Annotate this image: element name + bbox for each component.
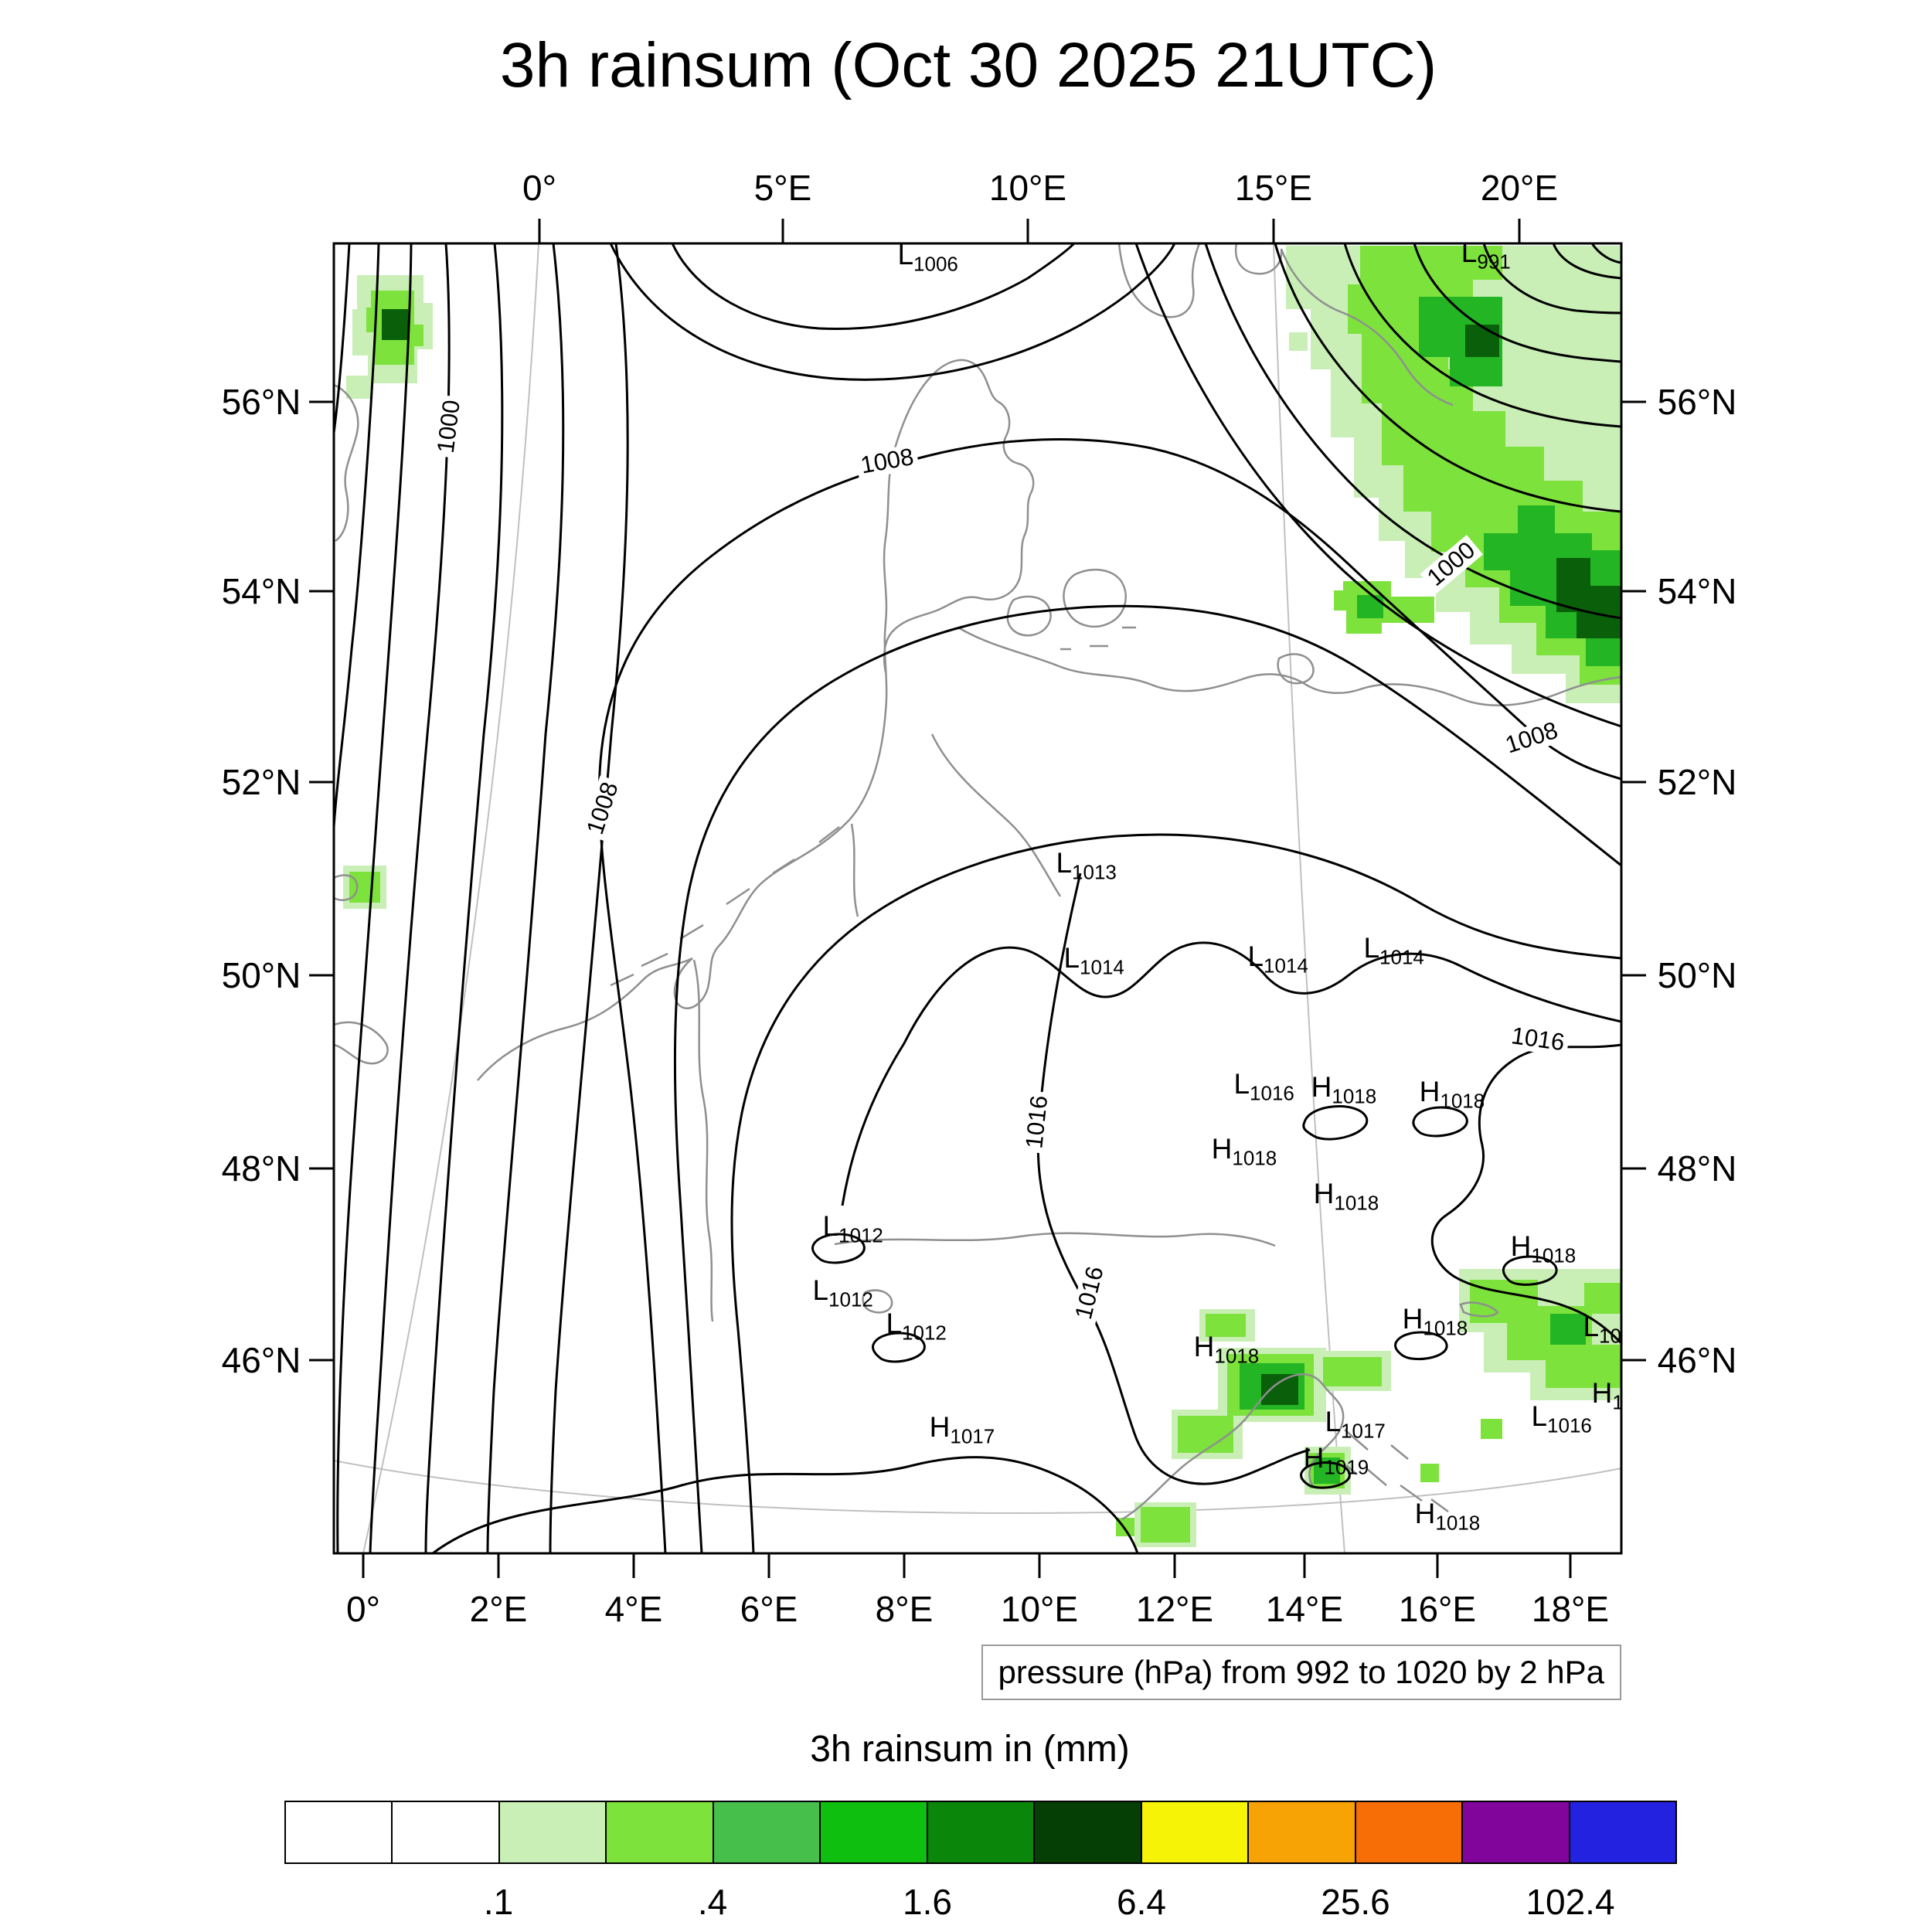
pressure-center: L1013 [1056, 847, 1117, 884]
pressure-center: L1014 [1063, 942, 1124, 979]
isobar-label: 1008 [855, 443, 920, 479]
colorbar-cell [1463, 1802, 1570, 1862]
colorbar-tick: .4 [697, 1882, 728, 1922]
colorbar-cell [286, 1802, 393, 1862]
lon-label-bottom: 6°E [740, 1589, 798, 1629]
lon-label-bottom: 18°E [1531, 1589, 1610, 1629]
pressure-note: pressure (hPa) from 992 to 1020 by 2 hPa [981, 1645, 1621, 1700]
colorbar-cell [1570, 1802, 1676, 1862]
colorbar-cell [1035, 1802, 1142, 1862]
pressure-center: L1016 [1233, 1068, 1294, 1105]
lat-label-left: 54°N [221, 571, 301, 611]
lat-label-left: 46°N [221, 1340, 301, 1380]
map-frame [332, 242, 1623, 1555]
colorbar-cell [499, 1802, 607, 1862]
plot-area: 1000 1008 1008 1000 1008 1016 1016 1016 … [334, 243, 1621, 1553]
colorbar-cell [927, 1802, 1036, 1862]
pressure-center: H1019 [1303, 1442, 1369, 1479]
lon-label-top: 5°E [753, 168, 812, 208]
isobar-label: 1000 [1420, 535, 1483, 594]
colorbar-cell [713, 1802, 821, 1862]
lat-label-right: 50°N [1657, 955, 1737, 995]
colorbar-tick: 25.6 [1321, 1882, 1390, 1922]
pressure-center: L1016 [1583, 1311, 1621, 1348]
lat-label-left: 50°N [221, 955, 301, 995]
lon-label-bottom: 12°E [1135, 1589, 1214, 1629]
pressure-center: H1018 [1419, 1076, 1485, 1113]
lon-label-top: 0° [522, 168, 556, 208]
pressure-center: L991 [1461, 243, 1511, 274]
colorbar-tick: 1.6 [903, 1882, 952, 1922]
lon-label-bottom: 16°E [1398, 1589, 1477, 1629]
lon-label-top: 15°E [1234, 168, 1313, 208]
isobar-label: 1008 [1498, 716, 1565, 760]
coastlines [334, 243, 1621, 1521]
lon-label-bottom: 10°E [1000, 1589, 1079, 1629]
lat-label-left: 56°N [221, 382, 301, 422]
pressure-center: L1012 [812, 1274, 873, 1311]
lon-label-top: 20°E [1480, 168, 1559, 208]
lon-label-bottom: 4°E [604, 1589, 663, 1629]
lon-label-bottom: 0° [346, 1589, 380, 1629]
pressure-center: H1018 [1591, 1377, 1621, 1414]
lat-label-right: 56°N [1657, 382, 1737, 422]
axis-ticks [309, 219, 1646, 1578]
colorbar-cell [1355, 1802, 1464, 1862]
pressure-contours [334, 243, 1621, 1553]
pressure-center: L1012 [822, 1210, 883, 1247]
lat-label-right: 46°N [1657, 1340, 1737, 1380]
isobar-label: 1000 [432, 394, 465, 459]
lat-label-right: 52°N [1657, 762, 1737, 802]
colorbar-cell [393, 1802, 500, 1862]
colorbar-cell [1141, 1802, 1250, 1862]
lat-label-right: 48°N [1657, 1148, 1737, 1189]
pressure-center: L1014 [1247, 940, 1308, 978]
lon-label-bottom: 2°E [469, 1589, 528, 1629]
pressure-center: H1018 [1414, 1498, 1481, 1535]
lat-label-left: 48°N [221, 1148, 301, 1189]
rain-colorbar [284, 1801, 1677, 1864]
pressure-center: L1012 [886, 1308, 947, 1345]
pressure-center: H1018 [1311, 1071, 1377, 1108]
pressure-center: H1018 [1402, 1303, 1468, 1340]
rain-shading [343, 246, 1621, 1547]
colorbar-cell [607, 1802, 714, 1862]
pressure-center: H1018 [1313, 1178, 1379, 1215]
pressure-center: H1018 [1510, 1230, 1577, 1267]
lon-label-bottom: 14°E [1265, 1589, 1344, 1629]
colorbar-tick: 102.4 [1526, 1882, 1615, 1922]
lat-label-right: 54°N [1657, 571, 1737, 611]
colorbar-cell [1249, 1802, 1356, 1862]
pressure-center: H1018 [1193, 1331, 1260, 1368]
pressure-center: L1017 [1325, 1406, 1386, 1443]
lon-label-bottom: 8°E [875, 1589, 934, 1629]
page-title: 3h rainsum (Oct 30 2025 21UTC) [499, 30, 1437, 100]
colorbar-tick: .1 [483, 1882, 514, 1922]
isobar-label: 1016 [1070, 1260, 1110, 1326]
pressure-center: L1014 [1363, 932, 1424, 969]
colorbar-tick: 6.4 [1117, 1882, 1166, 1922]
pressure-center: L1006 [897, 243, 958, 276]
pressure-center: H1017 [929, 1411, 995, 1448]
pressure-center: L1016 [1531, 1400, 1592, 1437]
isobar-label: 1008 [581, 775, 624, 842]
pressure-center: H1018 [1211, 1133, 1277, 1170]
isobar-label: 1016 [1505, 1022, 1570, 1056]
colorbar-cell [821, 1802, 928, 1862]
legend-title: 3h rainsum in (mm) [810, 1729, 1130, 1770]
colorbar-tick-labels: .1 .4 1.6 6.4 25.6 102.4 [284, 1881, 1677, 1927]
isobar-label: 1016 [1020, 1090, 1053, 1154]
lat-label-left: 52°N [221, 762, 301, 802]
lon-label-top: 10°E [988, 168, 1067, 208]
